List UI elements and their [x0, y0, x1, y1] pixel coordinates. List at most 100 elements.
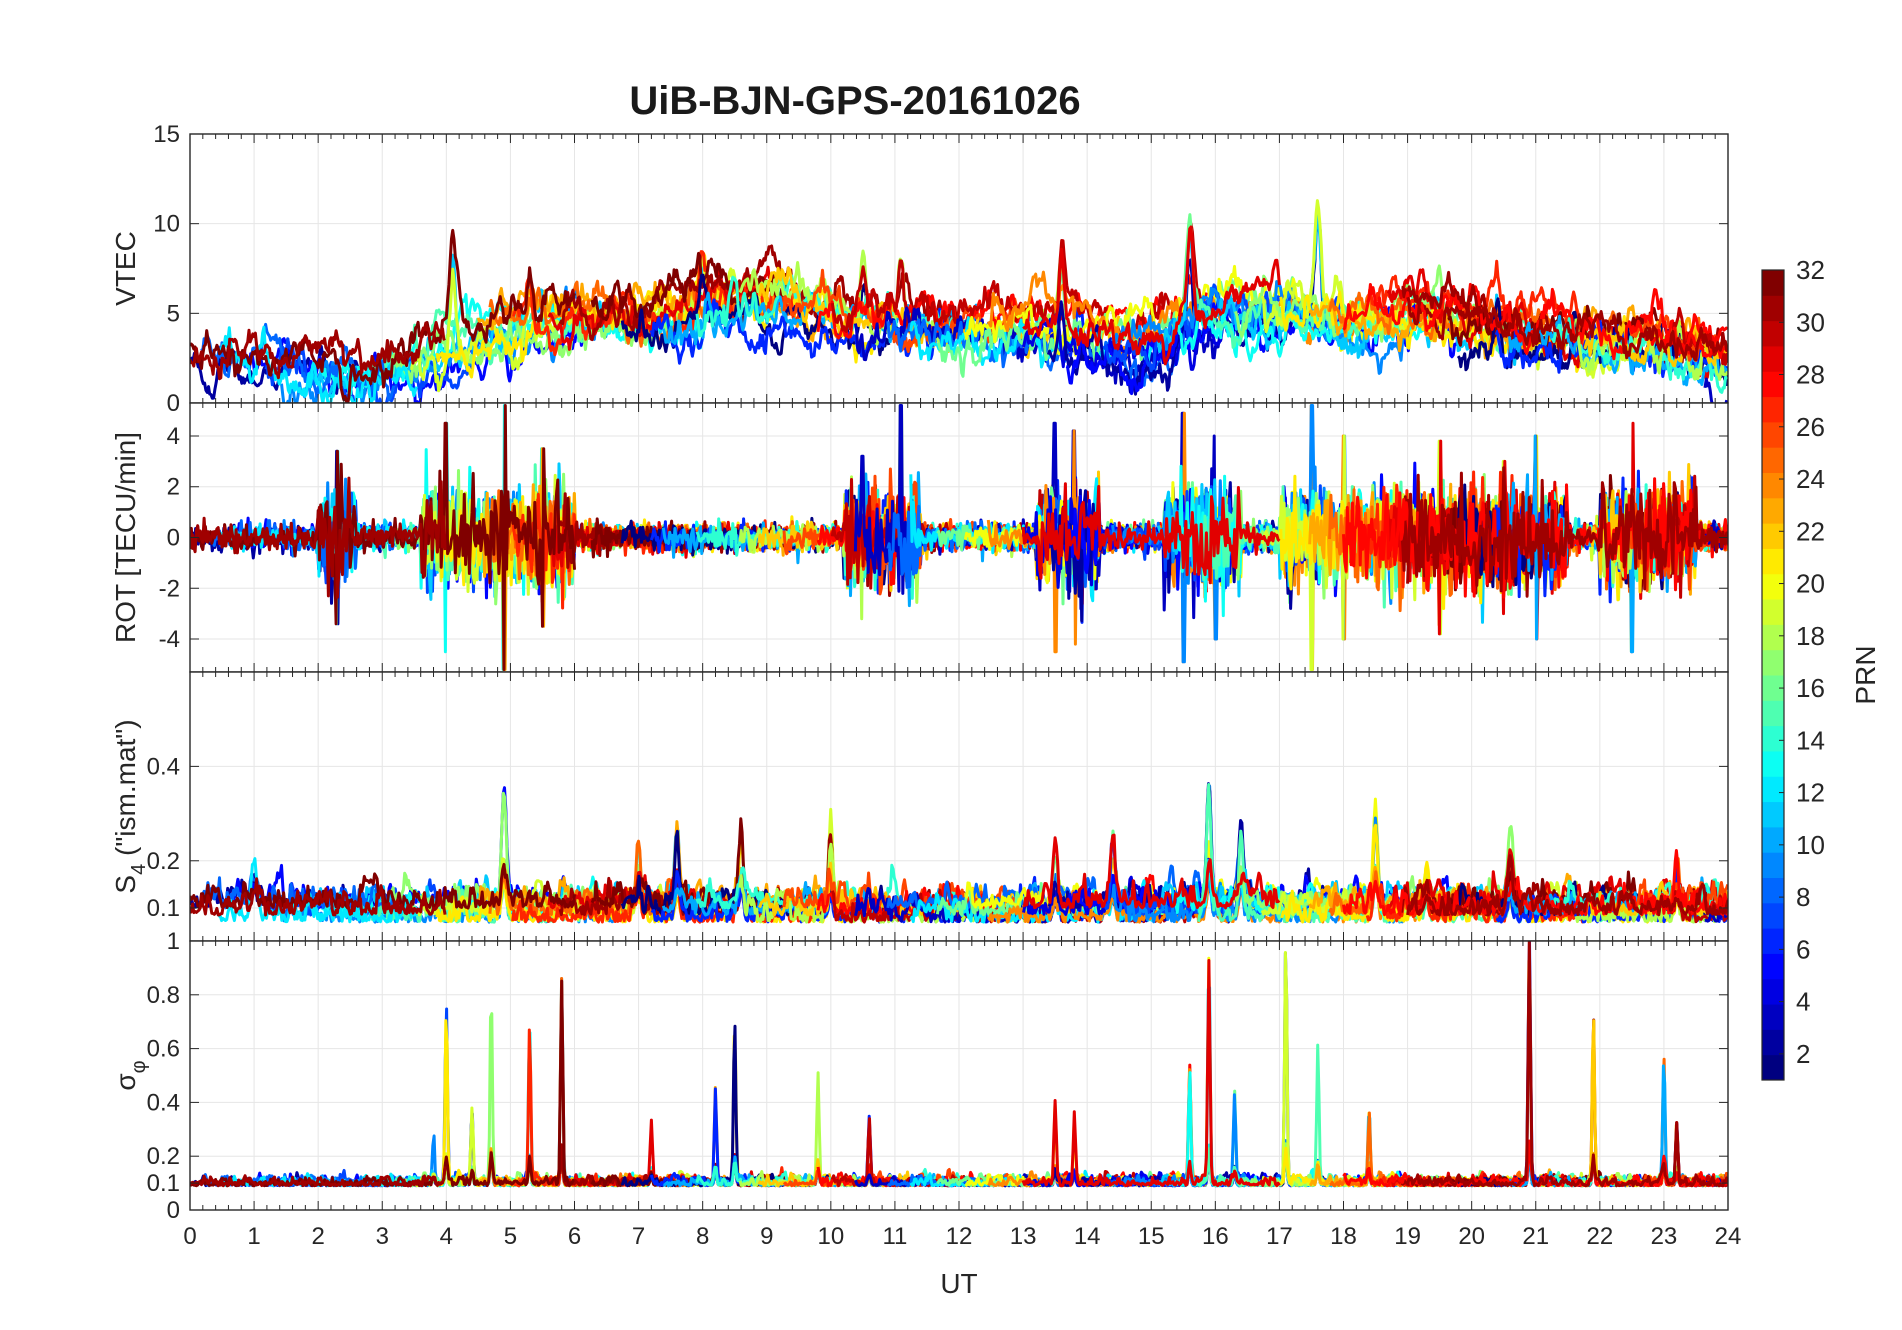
y-tick-label-vtec: 15	[153, 121, 180, 148]
colorbar-tick-label: 22	[1796, 516, 1825, 546]
y-tick-label-rot: 2	[167, 474, 180, 501]
colorbar-segment	[1762, 750, 1784, 777]
series-prn-31-s4	[1406, 854, 1728, 917]
colorbar-segment	[1762, 421, 1784, 448]
y-tick-label-rot: 0	[167, 525, 180, 552]
colorbar-tick-label: 24	[1796, 464, 1825, 494]
series-prn-23-vtec	[476, 276, 842, 345]
series-group-sigma_phi	[190, 941, 1728, 1188]
colorbar-segment	[1762, 1029, 1784, 1056]
y-tick-label-rot: -4	[159, 626, 180, 653]
colorbar-segment	[1762, 675, 1784, 701]
colorbar-segment	[1762, 270, 1784, 296]
colorbar-segment	[1762, 573, 1784, 600]
series-prn-31-sigma_phi	[1406, 941, 1728, 1188]
colorbar-segment	[1762, 826, 1784, 853]
x-tick-label: 21	[1522, 1223, 1549, 1250]
colorbar-segment	[1762, 497, 1784, 524]
colorbar-segment	[1762, 548, 1784, 575]
x-tick-label: 1	[247, 1223, 260, 1250]
panel-sigma_phi: 00.10.2 0.4 0.6 0.8 1 σφ	[110, 928, 1729, 1224]
x-tick-label: 13	[1010, 1223, 1037, 1250]
series-prn-32-sigma_phi	[190, 979, 575, 1188]
y-axis-label-sigma_phi: σφ	[110, 1060, 150, 1090]
colorbar-segment	[1762, 624, 1784, 651]
colorbar-segment	[1762, 801, 1784, 828]
series-prn-31-vtec	[190, 321, 446, 381]
colorbar-segment	[1762, 978, 1784, 1005]
colorbar-segment	[1762, 725, 1784, 752]
colorbar-tick-label: 8	[1796, 882, 1810, 912]
colorbar-segment	[1762, 877, 1784, 904]
series-prn-29-vtec	[1022, 225, 1281, 366]
y-axis-label-rot: ROT [TECU/min]	[110, 432, 141, 643]
x-tick-label: 20	[1458, 1223, 1485, 1250]
series-group-rot	[190, 404, 1728, 671]
y-tick-label-rot: 4	[167, 423, 180, 450]
colorbar-segment	[1762, 295, 1784, 322]
y-axis-label-s4: S4 ("ism.mat")	[110, 719, 150, 893]
series-prn-31-rot	[1406, 466, 1728, 593]
series-group-vtec	[190, 199, 1728, 403]
y-tick-label-vtec: 5	[167, 300, 180, 327]
colorbar-segment	[1762, 700, 1784, 727]
x-tick-label: 22	[1586, 1223, 1613, 1250]
ticks-vtec	[189, 133, 1729, 404]
y-tick-label-sigma_phi: 0.1	[147, 1170, 180, 1197]
colorbar-segment	[1762, 599, 1784, 625]
y-tick-label-sigma_phi: 0.2	[147, 1143, 180, 1170]
x-tick-label: 7	[632, 1223, 645, 1250]
y-tick-label-vtec: 0	[167, 390, 180, 417]
colorbar-segment	[1762, 928, 1784, 954]
colorbar-segment	[1762, 523, 1784, 549]
series-group-s4	[190, 782, 1728, 924]
y-tick-label-top-sigma_phi: 1	[167, 928, 180, 955]
x-tick-label: 5	[504, 1223, 517, 1250]
x-tick-label: 4	[440, 1223, 453, 1250]
series-prn-12-s4	[217, 857, 418, 924]
y-tick-label-sigma_phi: 0	[167, 1197, 180, 1224]
y-tick-label-sigma_phi: 0.4	[147, 1089, 180, 1116]
ticks-sigma_phi	[189, 941, 1729, 1211]
x-tick-label: 18	[1330, 1223, 1357, 1250]
colorbar-segment	[1762, 1054, 1784, 1081]
series-prn-31-s4	[190, 877, 447, 917]
panel-s4: 0.1 0.2 0.4S4 ("ism.mat")	[110, 671, 1729, 942]
colorbar-segment	[1762, 852, 1784, 878]
x-tick-label: 11	[882, 1223, 907, 1250]
colorbar-segment	[1762, 345, 1784, 372]
colorbar-segment	[1762, 902, 1784, 929]
colorbar-segment	[1762, 396, 1784, 423]
x-tick-label: 16	[1202, 1223, 1229, 1250]
series-prn-31-rot	[190, 476, 447, 599]
colorbar-tick-label: 6	[1796, 934, 1810, 964]
y-tick-label-rot: -2	[159, 575, 180, 602]
x-tick-labels: 0 1 2 3 4 5 6 7 8 9 10 11 12 13 14 15 16 17 18 19 20 21 22 23 24	[183, 1223, 1741, 1250]
x-tick-label: 23	[1651, 1223, 1678, 1250]
colorbar-label: PRN	[1850, 645, 1881, 704]
x-tick-label: 24	[1715, 1223, 1742, 1250]
colorbar-tick-label: 28	[1796, 360, 1825, 390]
x-tick-label: 9	[760, 1223, 773, 1250]
colorbar-tick-label: 18	[1796, 621, 1825, 651]
colorbar-segment	[1762, 649, 1784, 676]
colorbar-segment	[1762, 776, 1784, 803]
y-tick-label-vtec: 10	[153, 211, 180, 238]
x-tick-label: 15	[1138, 1223, 1165, 1250]
x-axis-label: UT	[940, 1268, 977, 1299]
series-prn-29-rot	[1021, 482, 1281, 585]
panel-rot: -4 -2 0 2 4 ROT [TECU/min]	[110, 402, 1729, 673]
panel-vtec: 0 5 10 15 VTEC	[110, 121, 1729, 417]
x-tick-label: 12	[946, 1223, 973, 1250]
colorbar-tick-label: 26	[1796, 412, 1825, 442]
colorbar-tick-label: 32	[1796, 255, 1825, 285]
x-tick-label: 17	[1266, 1223, 1293, 1250]
colorbar-tick-label: 4	[1796, 987, 1810, 1017]
colorbar-tick-label: 10	[1796, 830, 1825, 860]
x-tick-label: 8	[696, 1223, 709, 1250]
colorbar-tick-label: 30	[1796, 307, 1825, 337]
colorbar-segment	[1762, 472, 1784, 499]
